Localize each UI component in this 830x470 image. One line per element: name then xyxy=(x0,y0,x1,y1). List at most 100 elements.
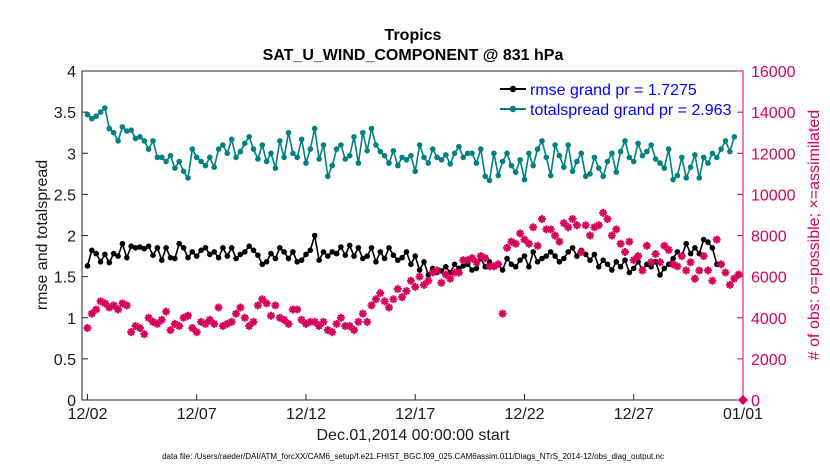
assimilated-obs-point xyxy=(385,303,394,312)
totalspread-point xyxy=(727,148,733,155)
totalspread-point xyxy=(228,136,235,143)
totalspread-point xyxy=(596,165,602,171)
plot-frame xyxy=(81,70,744,401)
assimilated-obs-point xyxy=(354,317,363,326)
totalspread-point xyxy=(119,124,126,130)
totalspread-point xyxy=(543,154,550,161)
assimilated-obs-point xyxy=(336,313,345,322)
totalspread-point xyxy=(364,148,371,154)
assimilated-obs-point xyxy=(704,266,713,275)
rmse-point xyxy=(512,264,519,270)
left-tick-label: 3.5 xyxy=(54,105,76,122)
totalspread-point xyxy=(648,142,654,148)
assimilated-obs-point xyxy=(616,239,625,248)
totalspread-point xyxy=(329,162,336,169)
totalspread-point xyxy=(556,152,563,159)
right-tick-label: 4000 xyxy=(751,311,787,328)
totalspread-point xyxy=(683,175,689,181)
rmse-point xyxy=(683,240,689,247)
totalspread-point xyxy=(482,173,489,180)
rmse-point xyxy=(224,253,231,259)
totalspread-point xyxy=(674,172,681,179)
left-y-axis-label: rmse and totalspread xyxy=(34,160,51,310)
assimilated-obs-point xyxy=(227,317,236,326)
rmse-point xyxy=(132,245,139,251)
assimilated-obs-point xyxy=(577,247,586,256)
totalspread-point xyxy=(687,164,694,170)
assimilated-obs-point xyxy=(664,245,673,254)
assimilated-obs-point xyxy=(699,252,708,261)
totalspread-point xyxy=(574,158,580,165)
assimilated-obs-point xyxy=(402,287,411,296)
assimilated-obs-point xyxy=(376,289,385,298)
totalspread-point xyxy=(106,125,113,132)
rmse-point xyxy=(517,257,523,264)
totalspread-point xyxy=(469,150,475,157)
rmse-point xyxy=(176,240,182,247)
totalspread-point xyxy=(281,154,287,161)
totalspread-point xyxy=(246,134,252,140)
rmse-point xyxy=(600,257,606,264)
assimilated-obs-point xyxy=(157,315,166,324)
rmse-point xyxy=(687,250,694,257)
rmse-point xyxy=(469,267,475,273)
assimilated-obs-point xyxy=(258,295,267,304)
rmse-point xyxy=(661,265,668,272)
assimilated-obs-point xyxy=(529,223,538,232)
totalspread-point xyxy=(552,142,558,148)
totalspread-point xyxy=(539,138,545,144)
totalspread-point xyxy=(84,111,91,118)
totalspread-point xyxy=(652,156,659,162)
totalspread-point xyxy=(692,152,698,158)
rmse-point xyxy=(89,247,95,254)
rmse-point xyxy=(329,249,336,255)
rmse-point xyxy=(613,259,620,265)
rmse-point xyxy=(316,257,322,264)
totalspread-point xyxy=(290,150,296,157)
totalspread-point xyxy=(526,150,532,157)
totalspread-point xyxy=(325,173,331,180)
rmse-point xyxy=(159,257,165,264)
possible-obs-point xyxy=(738,395,748,405)
totalspread-point xyxy=(447,161,454,167)
rmse-point xyxy=(233,255,239,262)
rmse-point xyxy=(373,259,379,265)
totalspread-point xyxy=(661,165,668,171)
rmse-point xyxy=(381,255,388,262)
totalspread-point xyxy=(591,154,598,161)
x-tick-label: 12/07 xyxy=(177,406,217,423)
totalspread-point xyxy=(731,134,738,140)
totalspread-point xyxy=(425,160,432,166)
assimilated-obs-point xyxy=(214,303,223,312)
rmse-point xyxy=(342,252,349,258)
rmse-point xyxy=(670,255,676,262)
x-tick-label: 12/17 xyxy=(395,406,435,423)
rmse-point xyxy=(425,272,432,278)
rmse-point xyxy=(93,250,99,257)
totalspread-point xyxy=(373,142,379,148)
rmse-point xyxy=(285,255,292,262)
assimilated-obs-point xyxy=(721,268,730,277)
totalspread-point xyxy=(360,129,366,136)
assimilated-obs-point xyxy=(594,221,603,230)
rmse-point xyxy=(180,245,187,251)
rmse-point xyxy=(250,247,257,254)
assimilated-obs-point xyxy=(371,295,380,304)
assimilated-obs-point xyxy=(415,272,424,281)
rmse-point xyxy=(587,257,593,264)
x-tick-label: 12/27 xyxy=(614,406,654,423)
totalspread-point xyxy=(272,165,279,171)
assimilated-obs-point xyxy=(127,328,136,337)
assimilated-obs-point xyxy=(271,301,280,310)
totalspread-point xyxy=(124,128,130,134)
totalspread-point xyxy=(582,173,589,180)
x-tick-label: 12/22 xyxy=(504,406,544,423)
totalspread-point xyxy=(250,146,257,152)
totalspread-point xyxy=(193,154,200,161)
totalspread-point xyxy=(110,129,117,136)
rmse-point xyxy=(307,247,314,254)
rmse-point xyxy=(211,249,217,255)
assimilated-obs-point xyxy=(524,239,533,248)
rmse-point xyxy=(556,259,563,265)
totalspread-point xyxy=(600,173,606,180)
